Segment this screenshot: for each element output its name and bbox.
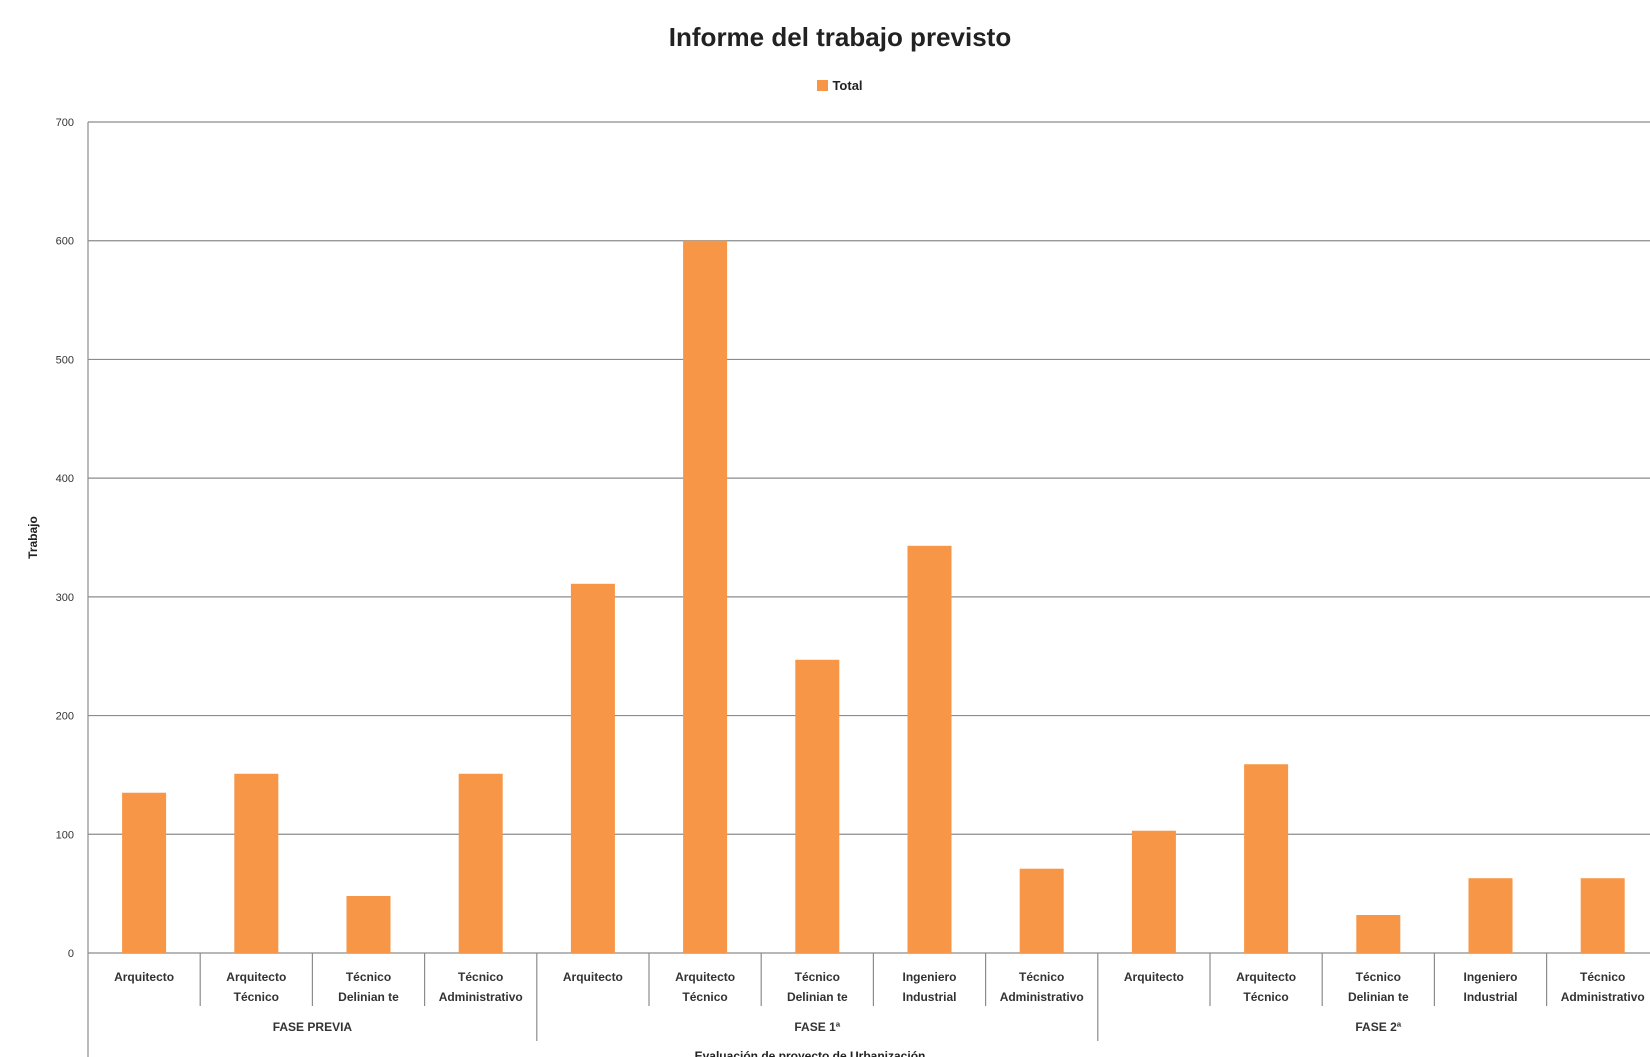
category-label: Delinian te <box>1348 990 1409 1004</box>
bar <box>1019 868 1064 953</box>
bar <box>458 773 503 953</box>
bar <box>1356 915 1401 953</box>
category-label: Técnico <box>1019 970 1064 984</box>
category-label: Arquitecto <box>226 970 286 984</box>
group-label: FASE 1ª <box>794 1020 840 1034</box>
bar <box>234 773 279 953</box>
y-tick-label: 200 <box>56 711 74 723</box>
bar <box>683 240 728 953</box>
category-label: Ingeniero <box>1463 970 1517 984</box>
category-label: Arquitecto <box>114 970 174 984</box>
y-tick-label: 700 <box>56 117 74 129</box>
category-label: Industrial <box>902 990 956 1004</box>
category-label: Administrativo <box>439 990 523 1004</box>
bar <box>122 792 167 953</box>
category-label: Delinian te <box>787 990 848 1004</box>
y-tick-label: 300 <box>56 592 74 604</box>
category-label: Técnico <box>1580 970 1625 984</box>
y-tick-label: 600 <box>56 236 74 248</box>
bar <box>1580 878 1625 953</box>
category-label: Técnico <box>795 970 840 984</box>
category-label: Ingeniero <box>902 970 956 984</box>
y-tick-label: 0 <box>68 948 74 960</box>
category-label: Arquitecto <box>1236 970 1296 984</box>
category-label: Administrativo <box>1000 990 1084 1004</box>
category-label: Arquitecto <box>675 970 735 984</box>
category-label: Técnico <box>346 970 391 984</box>
category-label: Industrial <box>1463 990 1517 1004</box>
bar <box>1131 830 1176 953</box>
category-label: Técnico <box>682 990 727 1004</box>
group-label: FASE PREVIA <box>273 1020 353 1034</box>
category-label: Técnico <box>458 970 503 984</box>
bar <box>346 896 391 953</box>
bar <box>1468 878 1513 953</box>
y-tick-label: 500 <box>56 354 74 366</box>
category-label: Administrativo <box>1561 990 1645 1004</box>
category-label: Arquitecto <box>1124 970 1184 984</box>
category-label: Delinian te <box>338 990 399 1004</box>
legend-label: Total <box>832 78 863 93</box>
bar <box>1244 764 1289 953</box>
legend: Total <box>0 78 1650 93</box>
bar <box>795 659 840 953</box>
group-label: FASE 2ª <box>1355 1020 1401 1034</box>
y-tick-label: 400 <box>56 473 74 485</box>
bar <box>570 583 615 953</box>
legend-swatch <box>817 80 829 91</box>
x-axis-title: Evaluación de proyecto de Urbanización <box>695 1049 926 1057</box>
category-label: Técnico <box>1356 970 1401 984</box>
bar <box>907 545 952 953</box>
category-label: Arquitecto <box>563 970 623 984</box>
category-label: Técnico <box>1243 990 1288 1004</box>
chart-title: Informe del trabajo previsto <box>668 22 1012 52</box>
y-tick-label: 100 <box>56 829 74 841</box>
category-label: Técnico <box>234 990 279 1004</box>
y-axis-title: Trabajo <box>26 516 40 559</box>
